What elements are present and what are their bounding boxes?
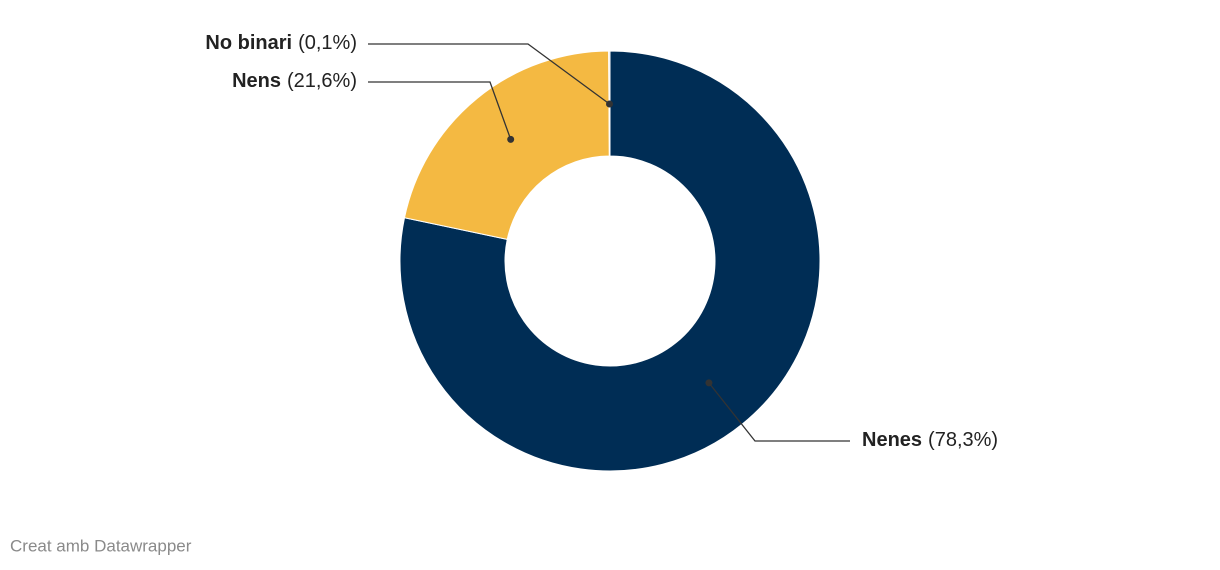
- slice-name: No binari: [205, 32, 292, 54]
- slice-value-label: (21,6%): [287, 70, 357, 92]
- credit: Creat amb Datawrapper: [10, 536, 192, 555]
- slice-value-label: (78,3%): [928, 429, 998, 451]
- slice-label: No binari (0,1%): [205, 32, 357, 54]
- slice-label: Nens (21,6%): [232, 70, 357, 92]
- donut-slice: [399, 50, 821, 472]
- leader-dot: [507, 135, 515, 143]
- leader-line: [708, 382, 850, 442]
- leader-line: [368, 43, 610, 105]
- slice-value-label: (0,1%): [298, 32, 357, 54]
- leader-dot: [705, 379, 713, 387]
- leader-line: [368, 81, 512, 140]
- slice-name: Nenes: [862, 429, 922, 451]
- donut-slice: [403, 50, 610, 240]
- slice-label: Nenes (78,3%): [862, 429, 998, 451]
- leader-dot: [606, 100, 614, 108]
- slice-name: Nens: [232, 70, 281, 92]
